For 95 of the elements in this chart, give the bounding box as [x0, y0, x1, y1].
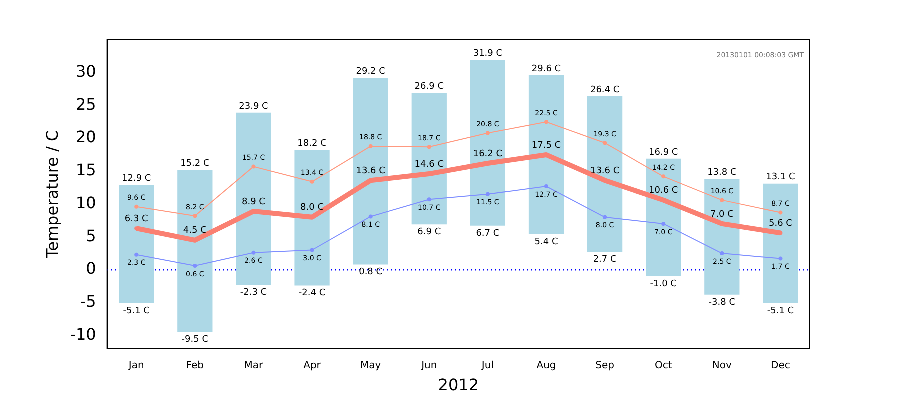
y-tick-label: 0 [86, 259, 96, 278]
data-label: 4.5 C [183, 226, 207, 236]
point [368, 214, 373, 219]
point [427, 145, 432, 150]
x-tick-label: May [360, 360, 382, 372]
annotation: -5.1 C [767, 306, 794, 316]
y-tick-label: -5 [80, 292, 96, 311]
y-tick-label: 15 [76, 160, 96, 180]
data-label: 13.1 C [766, 172, 796, 183]
data-label: 12.9 C [122, 174, 152, 184]
bar [587, 96, 623, 252]
bar [528, 75, 564, 234]
data-label: 8.9 C [242, 197, 266, 208]
point [310, 248, 314, 252]
y-tick-label: 5 [86, 226, 96, 246]
x-tick-label: Jan [128, 360, 144, 372]
point [662, 222, 666, 226]
y-tick-label: 25 [76, 94, 96, 114]
point [310, 180, 314, 184]
annotation: 6.7 C [476, 228, 500, 239]
annotation: -2.3 C [240, 288, 268, 298]
bar [704, 179, 740, 295]
data-label: 8.0 C [300, 203, 324, 214]
y-tick-label: 10 [76, 193, 96, 212]
data-label: 13.6 C [590, 166, 620, 176]
point [720, 252, 724, 256]
y-tick-label: -10 [70, 324, 96, 344]
bar [178, 170, 213, 332]
bar [763, 184, 798, 304]
x-axis-title: 2012 [438, 376, 480, 395]
annotation: 6.9 C [418, 227, 442, 238]
annotation: -1.0 C [650, 279, 677, 290]
y-axis-title: Temperature / C [42, 130, 62, 260]
point [662, 174, 666, 179]
data-label: 17.5 C [532, 140, 562, 151]
data-label: 13.6 C [356, 166, 386, 176]
point [603, 141, 608, 146]
data-label: 26.4 C [590, 85, 620, 96]
data-label: 29.6 C [532, 64, 562, 74]
point [603, 215, 608, 220]
point [544, 184, 548, 189]
x-tick-label: Mar [244, 360, 264, 372]
annotation: -9.5 C [182, 335, 209, 346]
point [193, 214, 198, 218]
point [134, 252, 139, 257]
data-label: 14.6 C [414, 160, 444, 170]
data-label: 26.9 C [414, 82, 444, 92]
point [193, 264, 198, 268]
bar [412, 93, 447, 225]
annotation: -3.8 C [708, 298, 736, 308]
data-label: 29.2 C [356, 66, 386, 77]
bar [353, 78, 388, 265]
point [778, 210, 783, 215]
point [778, 256, 783, 261]
point [720, 198, 724, 202]
data-label: 13.8 C [708, 168, 737, 178]
data-label: 16.2 C [473, 149, 503, 160]
bar [294, 150, 330, 286]
data-label: 31.9 C [473, 49, 503, 60]
data-label: 16.9 C [649, 148, 678, 158]
y-tick-label: 20 [76, 128, 96, 147]
x-tick-label: Jul [480, 360, 494, 372]
data-label: 10.6 C [649, 186, 678, 196]
x-tick-label: Oct [654, 360, 672, 372]
data-label: 6.3 C [124, 214, 148, 224]
point [252, 164, 256, 169]
bar [119, 185, 154, 304]
data-label: 23.9 C [239, 102, 268, 112]
x-tick-label: Aug [536, 360, 556, 372]
x-tick-label: Apr [304, 360, 322, 372]
annotation: 5.4 C [534, 237, 558, 248]
point [134, 204, 139, 209]
annotation: 2.7 C [593, 255, 617, 266]
point [368, 144, 373, 148]
x-tick-label: Sep [596, 360, 614, 372]
data-label: 7.0 C [710, 210, 734, 220]
point [486, 131, 490, 136]
x-tick-label: Feb [186, 360, 204, 372]
bar [236, 112, 272, 286]
y-tick-label: 30 [76, 62, 96, 82]
x-tick-label: Nov [712, 360, 732, 372]
bar [470, 60, 506, 226]
data-label: 18.2 C [298, 139, 327, 150]
point [486, 192, 490, 196]
data-label: 5.6 C [768, 219, 792, 230]
bar [646, 158, 682, 277]
point [544, 120, 548, 124]
x-tick-label: Jun [420, 360, 438, 372]
point [427, 198, 432, 202]
annotation: -2.4 C [298, 288, 326, 299]
annotation: -5.1 C [123, 306, 150, 316]
data-label: 15.2 C [180, 158, 210, 169]
point [252, 250, 256, 255]
x-tick-label: Dec [771, 360, 790, 372]
annotation: 0.8 C [359, 268, 383, 278]
